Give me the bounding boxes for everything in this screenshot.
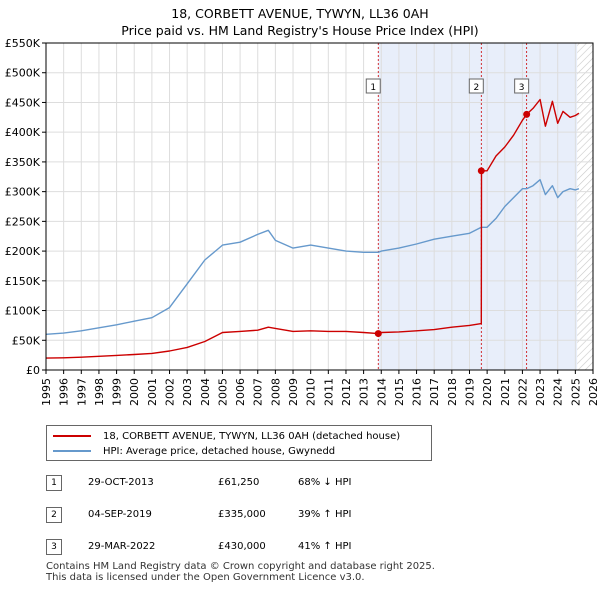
x-tick-label: 2008 <box>269 378 282 406</box>
y-axis-ticks: £0 £50K £100K £150K £200K £250K £300K £350K £400… <box>5 37 46 377</box>
x-tick-label: 2016 <box>411 378 424 406</box>
x-tick-label: 2006 <box>234 378 247 406</box>
transaction-point <box>477 167 485 175</box>
x-tick-label: 1997 <box>75 378 88 406</box>
legend-swatch-hpi <box>53 450 91 452</box>
transaction-date: 04-SEP-2019 <box>88 509 152 520</box>
x-tick-label: 1996 <box>58 378 71 406</box>
x-tick-label: 2002 <box>164 378 177 406</box>
y-tick-label: £200K <box>5 245 41 258</box>
legend-label-hpi: HPI: Average price, detached house, Gwyn… <box>103 445 336 457</box>
footer-copyright: Contains HM Land Registry data © Crown c… <box>46 561 435 572</box>
x-tick-label: 2023 <box>534 378 547 406</box>
table-row: 3 29-MAR-2022 £430,000 41% ↑ HPI <box>46 536 386 556</box>
chart-title: 18, CORBETT AVENUE, TYWYN, LL36 0AH <box>171 6 429 21</box>
x-tick-label: 2022 <box>516 378 529 406</box>
legend-swatch-price-paid <box>53 435 91 437</box>
transaction-point <box>374 330 382 338</box>
footer-licence: This data is licensed under the Open Gov… <box>46 572 365 583</box>
transaction-box-label: 2 <box>473 83 479 93</box>
transaction-box <box>468 78 484 94</box>
x-tick-label: 2004 <box>199 378 212 406</box>
legend-label-price-paid: 18, CORBETT AVENUE, TYWYN, LL36 0AH (det… <box>103 430 401 442</box>
y-tick-label: £500K <box>5 67 41 80</box>
transaction-box <box>365 78 381 94</box>
x-tick-label: 2011 <box>322 378 335 406</box>
forecast-hatch-region <box>577 43 593 370</box>
transaction-box-label: 3 <box>519 83 525 93</box>
x-tick-label: 2018 <box>446 378 459 406</box>
legend-item-price-paid: 18, CORBETT AVENUE, TYWYN, LL36 0AH (det… <box>53 429 400 443</box>
transaction-price: £61,250 <box>218 477 260 488</box>
y-tick-label: £350K <box>5 156 41 169</box>
x-tick-label: 2026 <box>587 378 600 406</box>
x-tick-label: 2020 <box>481 378 494 406</box>
x-tick-label: 2001 <box>146 378 159 406</box>
transaction-points <box>374 110 531 338</box>
transaction-hpi-diff: 41% ↑ HPI <box>298 541 352 552</box>
transaction-number: 1 <box>46 475 62 491</box>
x-tick-label: 2005 <box>216 378 229 406</box>
highlight-region <box>378 43 578 370</box>
x-tick-label: 1998 <box>93 378 106 406</box>
transaction-date: 29-MAR-2022 <box>88 541 156 552</box>
x-tick-label: 2009 <box>287 378 300 406</box>
y-tick-label: £550K <box>5 37 41 50</box>
x-tick-label: 1995 <box>40 378 53 406</box>
legend: 18, CORBETT AVENUE, TYWYN, LL36 0AH (det… <box>46 425 432 461</box>
legend-item-hpi: HPI: Average price, detached house, Gwyn… <box>53 444 335 458</box>
y-tick-label: £400K <box>5 126 41 139</box>
hpi-line <box>45 178 580 335</box>
x-tick-label: 2010 <box>305 378 318 406</box>
x-tick-label: 2013 <box>358 378 371 406</box>
transaction-price: £430,000 <box>218 541 266 552</box>
table-row: 1 29-OCT-2013 £61,250 68% ↓ HPI <box>46 472 386 492</box>
x-axis-ticks: 1995 1996 1997 1998 1999 2000 2001 2002 2003 2004… <box>40 370 600 406</box>
y-tick-label: £100K <box>5 305 41 318</box>
x-tick-label: 2017 <box>428 378 441 406</box>
x-tick-label: 2000 <box>128 378 141 406</box>
transaction-box-label: 1 <box>370 83 376 93</box>
x-tick-label: 2024 <box>552 378 565 406</box>
x-tick-label: 1999 <box>111 378 124 406</box>
transaction-point <box>523 110 531 118</box>
x-tick-label: 2012 <box>340 378 353 406</box>
transaction-box <box>514 78 530 94</box>
x-tick-label: 2025 <box>569 378 582 406</box>
y-tick-label: £450K <box>5 96 41 109</box>
x-tick-label: 2015 <box>393 378 406 406</box>
x-tick-label: 2003 <box>181 378 194 406</box>
x-tick-label: 2021 <box>499 378 512 406</box>
x-tick-label: 2019 <box>463 378 476 406</box>
chart-subtitle: Price paid vs. HM Land Registry's House … <box>121 23 479 38</box>
table-row: 2 04-SEP-2019 £335,000 39% ↑ HPI <box>46 504 386 524</box>
price-chart: 1 2 3 £0 £50K £100K £150K £200K £250K £300K £350K… <box>5 37 600 406</box>
x-tick-label: 2014 <box>375 378 388 406</box>
y-tick-label: £300K <box>5 186 41 199</box>
y-tick-label: £50K <box>12 334 41 347</box>
transaction-date: 29-OCT-2013 <box>88 477 154 488</box>
y-tick-label: £0 <box>26 364 40 377</box>
transaction-number: 2 <box>46 507 62 523</box>
y-tick-label: £250K <box>5 215 41 228</box>
x-tick-label: 2007 <box>252 378 265 406</box>
y-tick-label: £150K <box>5 275 41 288</box>
transaction-hpi-diff: 68% ↓ HPI <box>298 477 352 488</box>
transaction-price: £335,000 <box>218 509 266 520</box>
transaction-hpi-diff: 39% ↑ HPI <box>298 509 352 520</box>
transaction-number: 3 <box>46 539 62 555</box>
transaction-number-boxes: 1 2 3 <box>365 78 530 94</box>
plot-frame <box>45 42 594 371</box>
